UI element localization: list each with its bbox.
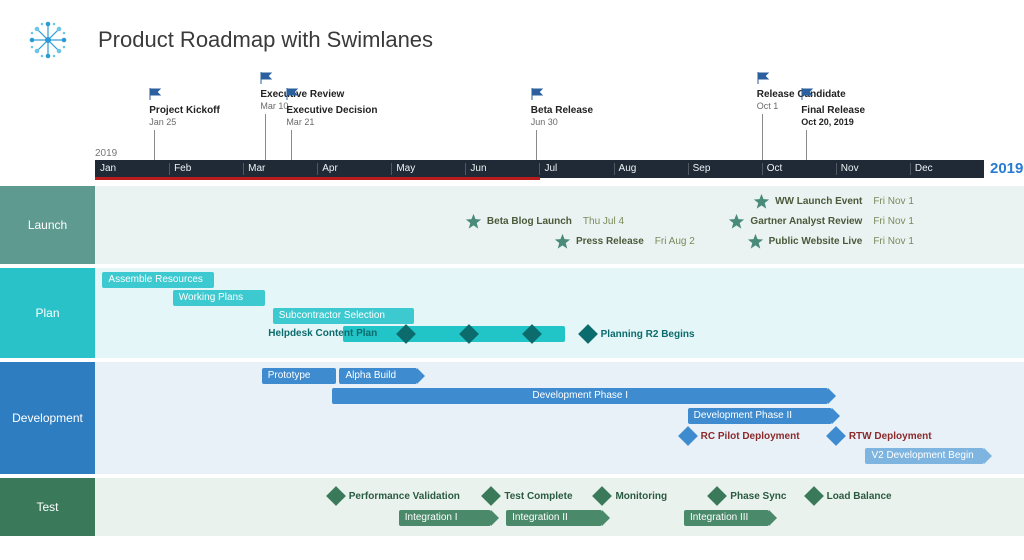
month-axis: JanFebMarAprMayJunJulAugSepOctNovDec [95,160,984,178]
month-jul: Jul [539,160,613,178]
logo-icon [26,18,70,62]
month-oct: Oct [762,160,836,178]
task-bar: Alpha Build [339,368,417,384]
event-date: Thu Jul 4 [583,216,624,227]
year-start-label: 2019 [95,148,117,159]
bar-left-label: Helpdesk Content Plan [268,326,377,342]
diamond-icon [804,486,824,506]
diamond-icon [593,486,613,506]
diamond-label: Phase Sync [730,491,786,502]
diamond-event: Test Complete [484,488,572,504]
diamond-label: Performance Validation [349,491,460,502]
milestone-flag: Final Release Oct 20, 2019 [801,126,921,160]
swimlanes: LaunchWW Launch EventFri Nov 1Beta Blog … [0,186,1024,540]
milestone-date: Mar 21 [286,117,377,128]
event-label: Beta Blog Launch [487,216,572,227]
task-bar: Assemble Resources [102,272,213,288]
month-mar: Mar [243,160,317,178]
diamond-label: RC Pilot Deployment [701,431,800,442]
diamond-event: Monitoring [595,488,667,504]
diamond-icon [326,486,346,506]
task-bar: Integration I [399,510,492,526]
diamond-label: Planning R2 Begins [601,329,695,340]
milestone-date: Jun 30 [531,117,593,128]
event-date: Fri Nov 1 [873,196,914,207]
star-event: Public Website LiveFri Nov 1 [747,232,868,250]
diamond-label: Test Complete [504,491,572,502]
diamond-event: Planning R2 Begins [581,326,695,342]
event-label: Public Website Live [769,236,863,247]
roadmap-chart: Project Kickoff Jan 25 Executive Review … [0,100,1024,560]
lane-header: Launch [0,186,95,264]
event-label: Press Release [576,236,644,247]
diamond-event: Load Balance [807,488,892,504]
diamond-event: Performance Validation [329,488,460,504]
lane-development: Development PrototypeAlpha Build Developme… [0,362,1024,474]
lane-header: Plan [0,268,95,358]
month-aug: Aug [614,160,688,178]
lane-body: Assemble Resources Working Plans Subcontra… [95,268,1024,358]
milestone-label: Beta Release [531,105,593,117]
month-feb: Feb [169,160,243,178]
task-bar: Development Phase II [688,408,832,424]
diamond-event: RTW Deployment [829,428,932,444]
star-event: Gartner Analyst ReviewFri Nov 1 [728,212,867,230]
diamond-event: RC Pilot Deployment [681,428,800,444]
month-jun: Jun [465,160,539,178]
event-date: Fri Aug 2 [655,236,695,247]
page-header: Product Roadmap with Swimlanes [0,0,1024,70]
star-event: Press ReleaseFri Aug 2 [554,232,649,250]
event-date: Fri Nov 1 [873,236,914,247]
star-event: Beta Blog LaunchThu Jul 4 [465,212,577,230]
task-bar: Development Phase I [332,388,828,404]
task-bar: V2 Development Begin [865,448,984,464]
milestone-flag: Executive Decision Mar 21 [286,126,406,160]
milestone-label: Project Kickoff [149,105,220,117]
milestone-flag: Project Kickoff Jan 25 [149,126,269,160]
lane-test: TestIntegration IIntegration IIIntegrati… [0,478,1024,536]
task-bar: Working Plans [173,290,266,306]
diamond-label: Monitoring [615,491,667,502]
event-label: WW Launch Event [775,196,862,207]
task-bar: Prototype [262,368,336,384]
event-date: Fri Nov 1 [873,216,914,227]
diamond-label: Load Balance [827,491,892,502]
milestone-date: Oct 20, 2019 [801,117,865,128]
diamond-icon [481,486,501,506]
lane-body: Integration I Integration II Integration I… [95,478,1024,536]
diamond-icon [678,426,698,446]
diamond-icon [707,486,727,506]
lane-header: Development [0,362,95,474]
page-title: Product Roadmap with Swimlanes [98,27,433,53]
diamond-icon [826,426,846,446]
milestone-label: Executive Decision [286,105,377,117]
month-sep: Sep [688,160,762,178]
milestone-label: Final Release [801,105,865,117]
diamond-label: RTW Deployment [849,431,932,442]
diamond-event: Phase Sync [710,488,786,504]
year-end-label: 2019 [990,160,1023,177]
lane-body: PrototypeAlpha Build Development Phase I D… [95,362,1024,474]
lane-launch: LaunchWW Launch EventFri Nov 1Beta Blog … [0,186,1024,264]
month-may: May [391,160,465,178]
diamond-icon [578,324,598,344]
month-apr: Apr [317,160,391,178]
event-label: Gartner Analyst Review [750,216,862,227]
lane-body: WW Launch EventFri Nov 1Beta Blog Launch… [95,186,1024,264]
month-jan: Jan [95,160,169,178]
lane-plan: Plan Assemble Resources Working Plans Subco… [0,268,1024,358]
star-event: WW Launch EventFri Nov 1 [753,192,867,210]
milestone-flag: Beta Release Jun 30 [531,126,651,160]
top-milestones: Project Kickoff Jan 25 Executive Review … [0,100,1024,160]
month-dec: Dec [910,160,984,178]
milestone-date: Jan 25 [149,117,220,128]
task-bar: Subcontractor Selection [273,308,414,324]
task-bar: Integration II [506,510,602,526]
task-bar: Integration III [684,510,769,526]
lane-header: Test [0,478,95,536]
month-nov: Nov [836,160,910,178]
progress-redline [95,177,540,180]
